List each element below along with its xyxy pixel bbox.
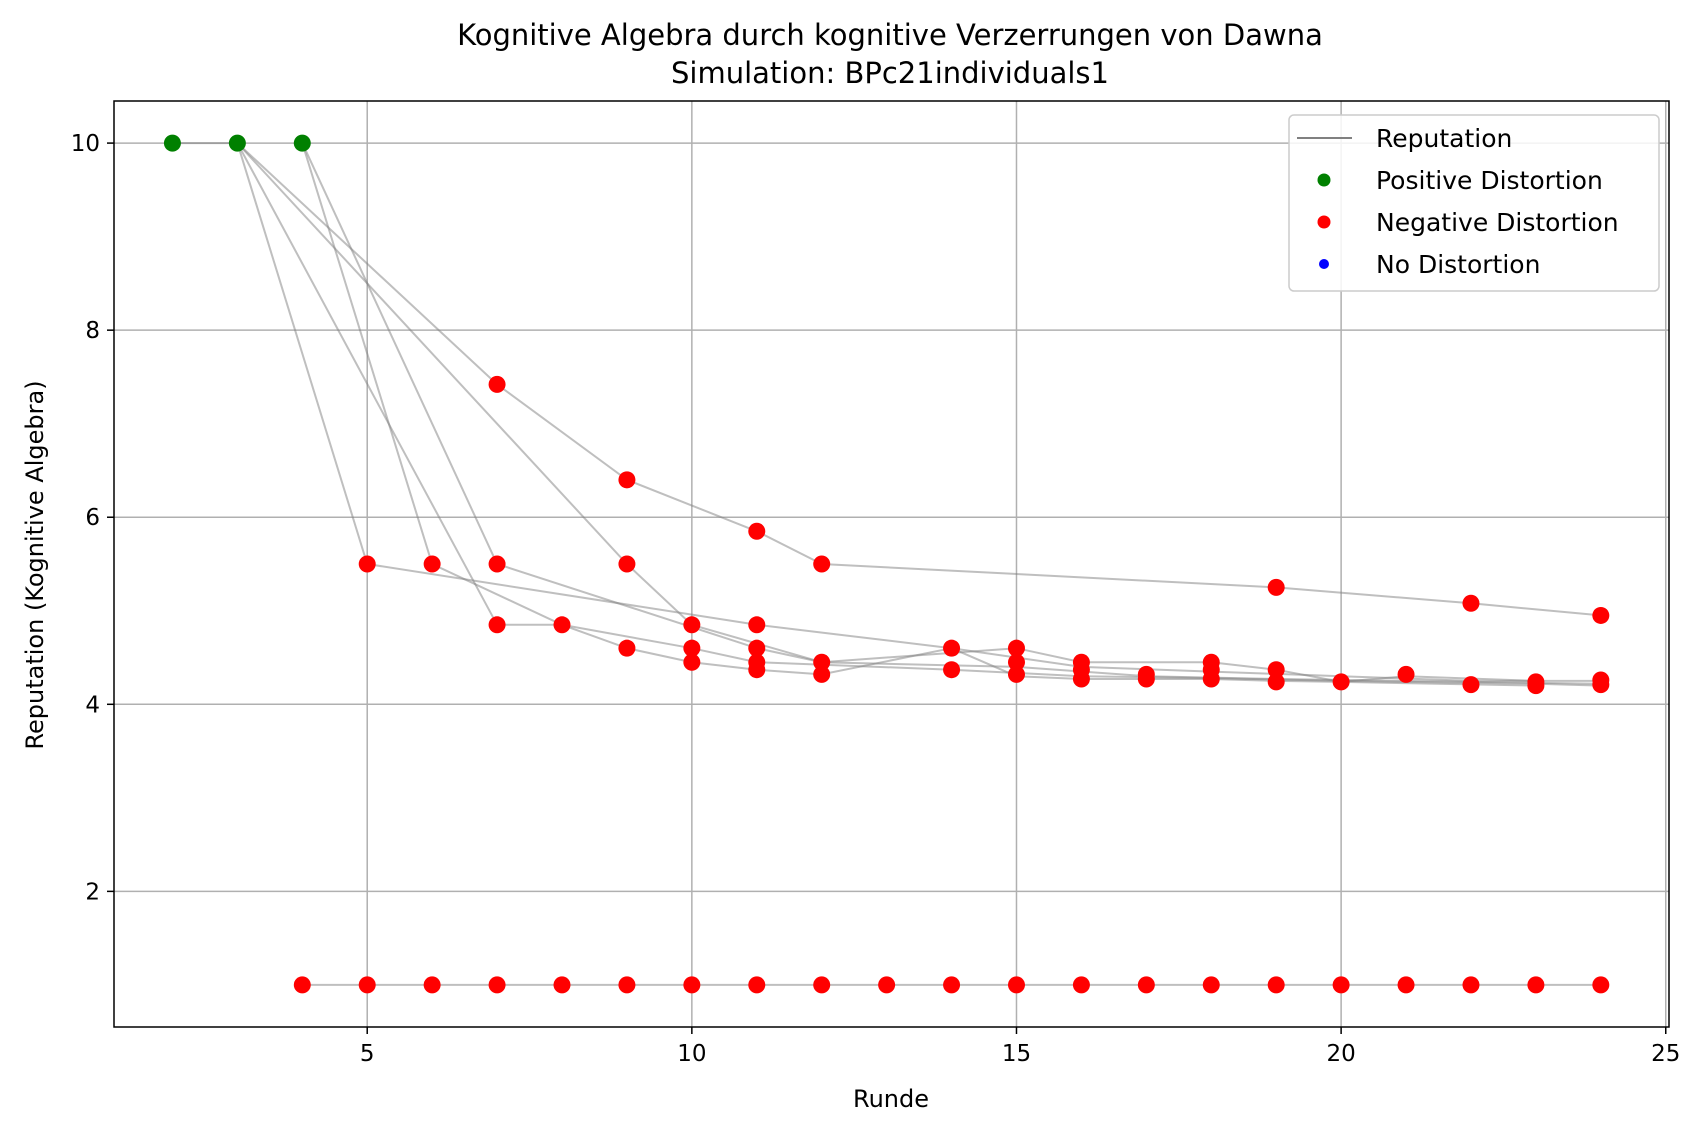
y-tick-label: 10 (71, 131, 100, 157)
negative-distortion-point (683, 976, 701, 994)
x-tick-label: 20 (1326, 1041, 1355, 1067)
negative-distortion-point (1332, 976, 1350, 994)
negative-distortion-point (813, 653, 831, 671)
negative-distortion-point (1527, 673, 1545, 691)
negative-distortion-point (943, 976, 961, 994)
negative-distortion-point (1267, 673, 1285, 691)
y-tick-label: 2 (85, 879, 100, 905)
legend-label: Negative Distortion (1376, 208, 1619, 237)
negative-distortion-point (1202, 670, 1220, 688)
legend: Reputation Positive Distortion Negative Di… (1288, 114, 1660, 292)
negative-distortion-point (813, 555, 831, 573)
negative-distortion-point (1267, 661, 1285, 679)
negative-distortion-point (488, 616, 506, 634)
x-tick-label: 10 (677, 1041, 706, 1067)
negative-distortion-point (683, 653, 701, 671)
negative-distortion-point (1007, 653, 1025, 671)
negative-distortion-point (1007, 665, 1025, 683)
x-tick-label: 25 (1651, 1041, 1680, 1067)
negative-distortion-point (748, 639, 766, 657)
legend-marker-swatch (1317, 215, 1331, 229)
negative-distortion-point (358, 555, 376, 573)
negative-distortion-point (618, 555, 636, 573)
negative-distortion-point (813, 665, 831, 683)
legend-marker-swatch (1317, 173, 1331, 187)
negative-distortion-point (683, 616, 701, 634)
negative-distortion-point (488, 375, 506, 393)
negative-distortion-point (553, 976, 571, 994)
y-axis-label: Reputation (Kognitive Algebra) (21, 380, 49, 749)
negative-distortion-point (748, 661, 766, 679)
negative-distortion-point (358, 976, 376, 994)
negative-distortion-point (1462, 594, 1480, 612)
negative-distortion-point (1332, 673, 1350, 691)
negative-distortion-point (1527, 976, 1545, 994)
positive-distortion-point (163, 134, 181, 152)
negative-distortion-point (1007, 639, 1025, 657)
legend-marker-swatch (1319, 259, 1329, 269)
negative-distortion-point (748, 976, 766, 994)
axis-ticks: 5 10 15 20 25 2 4 6 8 10 (71, 131, 1681, 1067)
negative-distortion-point (1592, 976, 1610, 994)
negative-distortion-point (1007, 976, 1025, 994)
negative-distortion-point (748, 522, 766, 540)
legend-label: Reputation (1376, 124, 1512, 153)
negative-distortion-point (1202, 976, 1220, 994)
legend-box (1288, 114, 1660, 292)
distortion-points (163, 134, 1610, 994)
y-tick-label: 8 (85, 318, 100, 344)
x-tick-label: 5 (360, 1041, 375, 1067)
reputation-line (236, 142, 1601, 617)
negative-distortion-point (423, 976, 441, 994)
negative-distortion-point (553, 616, 571, 634)
chart-title: Kognitive Algebra durch kognitive Verzer… (457, 18, 1323, 52)
negative-distortion-point (423, 555, 441, 573)
negative-distortion-point (813, 976, 831, 994)
negative-distortion-point (618, 471, 636, 489)
y-tick-label: 4 (85, 692, 100, 718)
negative-distortion-point (943, 639, 961, 657)
negative-distortion-point (1137, 976, 1155, 994)
negative-distortion-point (1072, 976, 1090, 994)
legend-label: Positive Distortion (1376, 166, 1603, 195)
negative-distortion-point (1462, 676, 1480, 694)
negative-distortion-point (488, 555, 506, 573)
negative-distortion-point (1592, 671, 1610, 689)
negative-distortion-point (748, 616, 766, 634)
negative-distortion-point (1397, 665, 1415, 683)
reputation-line (301, 142, 1536, 687)
negative-distortion-point (1072, 670, 1090, 688)
negative-distortion-point (618, 976, 636, 994)
positive-distortion-point (293, 134, 311, 152)
legend-label: No Distortion (1376, 250, 1540, 279)
negative-distortion-point (1267, 578, 1285, 596)
negative-distortion-point (1592, 606, 1610, 624)
negative-distortion-point (488, 976, 506, 994)
chart-subtitle: Simulation: BPc21individuals1 (671, 56, 1109, 90)
negative-distortion-point (293, 976, 311, 994)
negative-distortion-point (683, 639, 701, 657)
plot-frame (113, 100, 1670, 1028)
negative-distortion-point (1267, 976, 1285, 994)
positive-distortion-point (228, 134, 246, 152)
x-tick-label: 15 (1002, 1041, 1031, 1067)
x-axis-label: Runde (853, 1085, 929, 1113)
y-tick-label: 6 (85, 505, 100, 531)
negative-distortion-point (1137, 670, 1155, 688)
negative-distortion-point (943, 661, 961, 679)
negative-distortion-point (1397, 976, 1415, 994)
negative-distortion-point (878, 976, 896, 994)
negative-distortion-point (1462, 976, 1480, 994)
negative-distortion-point (618, 639, 636, 657)
